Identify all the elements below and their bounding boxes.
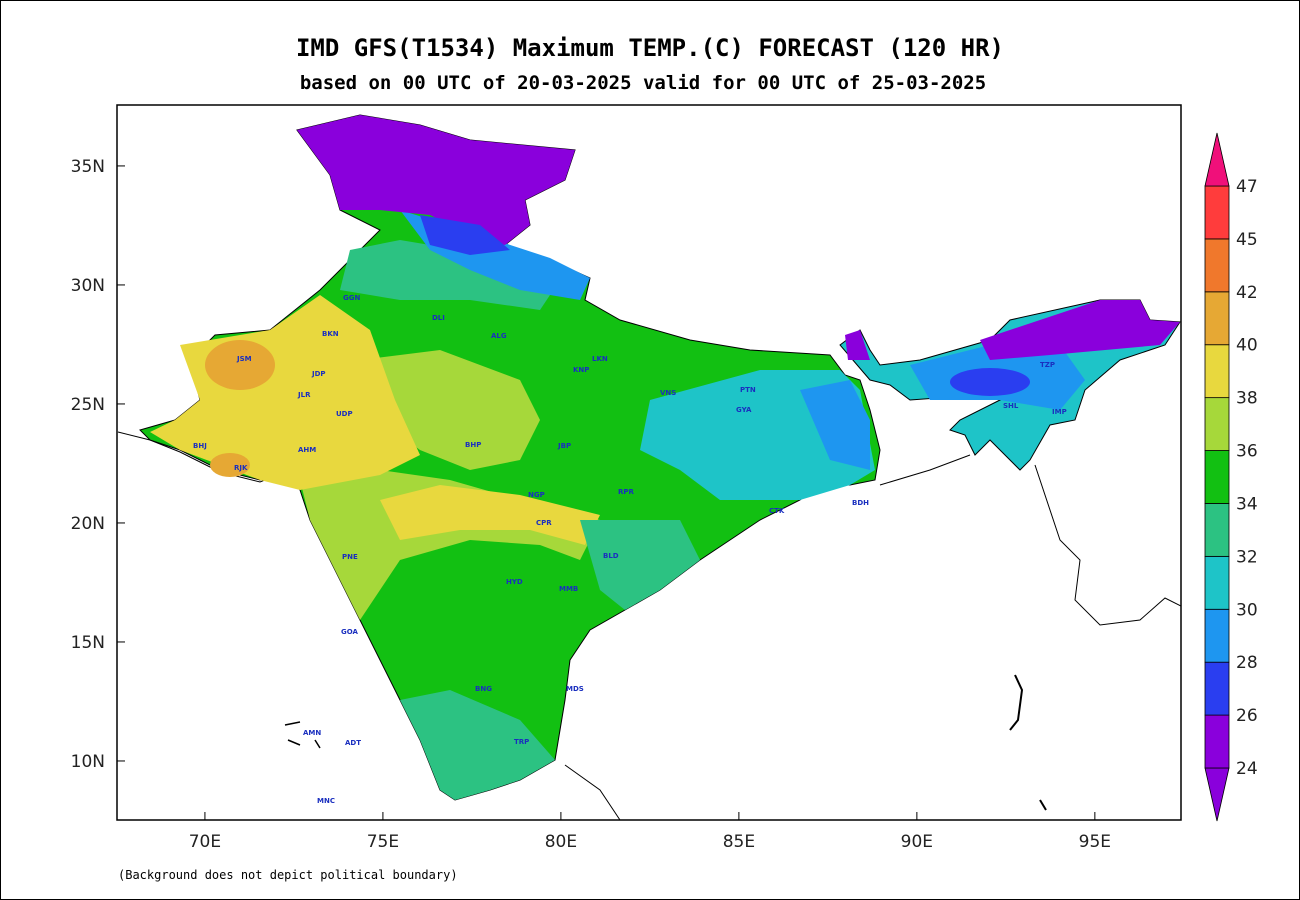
x-tick-label: 90E: [901, 832, 933, 852]
subtitle: based on 00 UTC of 20-03-2025 valid for …: [300, 72, 986, 94]
zone-40-42: [210, 453, 250, 477]
station-label: TZP: [1040, 361, 1055, 369]
zone-40-42: [205, 340, 275, 390]
station-label: AHM: [298, 446, 316, 454]
station-label: NGP: [528, 491, 545, 499]
colorbar: 24 26 28 30 32 34 36 38 40 42 45 47: [1204, 132, 1258, 822]
station-label: PTN: [740, 386, 756, 394]
station-label: LKN: [592, 355, 608, 363]
zone-38-40: [380, 485, 600, 545]
x-tick-label: 85E: [723, 832, 755, 852]
zone-28-30: [800, 380, 870, 470]
zone-32-34: [400, 690, 555, 800]
station-label: BHP: [465, 441, 481, 449]
station-label: JLR: [297, 391, 311, 399]
colorbar-box: [1204, 185, 1230, 240]
station-label: GYA: [736, 406, 752, 414]
y-tick-label: 10N: [71, 752, 105, 772]
colorbar-box: [1204, 555, 1230, 610]
x-tick-label: 80E: [545, 832, 577, 852]
zone-below-24: [845, 330, 870, 360]
colorbar-label: 38: [1236, 389, 1258, 409]
station-label: MDS: [566, 685, 584, 693]
station-label: CTK: [769, 507, 785, 515]
station-label: BHJ: [193, 442, 207, 450]
station-label: GGN: [343, 294, 360, 302]
colorbar-high-triangle: [1204, 132, 1230, 187]
colorbar-label: 40: [1236, 336, 1258, 356]
colorbar-label: 28: [1236, 653, 1258, 673]
station-label: VNS: [660, 389, 676, 397]
colorbar-box: [1204, 661, 1230, 716]
colorbar-box: [1204, 503, 1230, 557]
colorbar-box: [1204, 344, 1230, 399]
station-label: TRP: [514, 738, 529, 746]
station-label: GOA: [341, 628, 359, 636]
lakshadweep-islands: [284, 721, 321, 749]
plot-frame: [116, 104, 1182, 821]
zone-26-28: [420, 215, 510, 255]
andaman-islands: [1009, 674, 1047, 811]
colorbar-label: 47: [1236, 177, 1258, 197]
station-label: CPR: [536, 519, 552, 527]
station-label: BNG: [475, 685, 492, 693]
colorbar-label: 42: [1236, 283, 1258, 303]
station-label: IMP: [1052, 408, 1067, 416]
axis-ticks: 70E 75E 80E 85E 90E 95E 10N 15N 20N 25N 30N 35N: [71, 157, 1111, 852]
x-tick-label: 75E: [367, 832, 399, 852]
colorbar-label: 34: [1236, 494, 1258, 514]
x-tick-label: 70E: [189, 832, 221, 852]
colorbar-box: [1204, 450, 1230, 504]
colorbar-label: 26: [1236, 706, 1258, 726]
zone-below-24: [297, 115, 575, 245]
station-label: BLD: [603, 552, 619, 560]
colorbar-box: [1204, 291, 1230, 346]
station-label: JSM: [236, 355, 252, 363]
colorbar-box: [1204, 608, 1230, 663]
station-label: DLI: [432, 314, 445, 322]
station-label: JDP: [311, 370, 326, 378]
station-label: KNP: [573, 366, 589, 374]
station-label: ALG: [491, 332, 507, 340]
station-label: RJK: [234, 464, 248, 472]
station-label: AMN: [303, 729, 321, 737]
colorbar-box: [1204, 714, 1230, 769]
y-tick-label: 15N: [71, 633, 105, 653]
zone-26-28: [950, 368, 1030, 396]
title: IMD GFS(T1534) Maximum TEMP.(C) FORECAST…: [296, 34, 1004, 62]
station-label: PNE: [342, 553, 358, 561]
y-tick-label: 25N: [71, 395, 105, 415]
y-tick-label: 30N: [71, 276, 105, 296]
station-label: BDH: [852, 499, 869, 507]
zone-32-34: [580, 520, 700, 610]
colorbar-label: 32: [1236, 547, 1258, 567]
colorbar-label: 36: [1236, 442, 1258, 462]
station-label: RPR: [618, 488, 635, 496]
y-tick-label: 35N: [71, 157, 105, 177]
station-label: BKN: [322, 330, 339, 338]
colorbar-label: 24: [1236, 759, 1258, 779]
station-label: JBP: [557, 442, 571, 450]
footnote: (Background does not depict political bo…: [118, 868, 458, 882]
station-label: ADT: [345, 739, 361, 747]
y-tick-label: 20N: [71, 514, 105, 534]
colorbar-label: 30: [1236, 600, 1258, 620]
zone-below-24: [980, 300, 1180, 360]
x-tick-label: 95E: [1079, 832, 1111, 852]
zone-38-40: [150, 295, 420, 490]
colorbar-label: 45: [1236, 230, 1258, 250]
station-label: MNC: [317, 797, 335, 805]
colorbar-box: [1204, 238, 1230, 293]
station-label: UDP: [336, 410, 353, 418]
station-label: MMB: [559, 585, 578, 593]
station-label: SHL: [1003, 402, 1019, 410]
zone-36-38: [360, 350, 540, 470]
station-label: HYD: [506, 578, 523, 586]
colorbar-box: [1204, 397, 1230, 451]
